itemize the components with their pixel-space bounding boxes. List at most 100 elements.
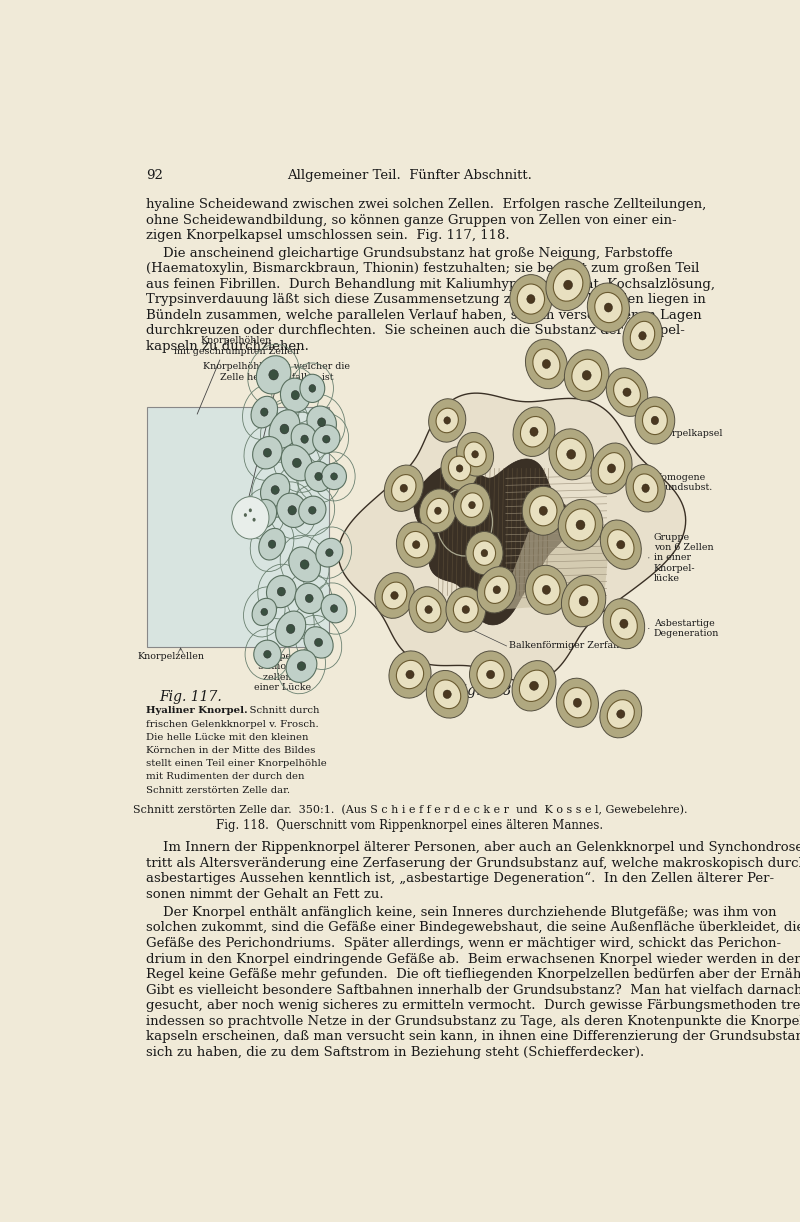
Text: indessen so prachtvolle Netze in der Grundsubstanz zu Tage, als deren Knotenpunk: indessen so prachtvolle Netze in der Gru… xyxy=(146,1014,800,1028)
Text: Allgemeiner Teil.  Fünfter Abschnitt.: Allgemeiner Teil. Fünfter Abschnitt. xyxy=(287,169,533,182)
Ellipse shape xyxy=(527,295,535,303)
Ellipse shape xyxy=(485,577,509,604)
Text: Schnitt durch: Schnitt durch xyxy=(242,706,319,716)
Text: Bündeln zusammen, welche parallelen Verlauf haben, sich in verschiedenen Lagen: Bündeln zusammen, welche parallelen Verl… xyxy=(146,309,702,321)
Text: Fig. 118.  Querschnitt vom Rippenknorpel eines älteren Mannes.: Fig. 118. Querschnitt vom Rippenknorpel … xyxy=(217,819,603,832)
Ellipse shape xyxy=(604,303,613,312)
Text: Knorpelkapsel: Knorpelkapsel xyxy=(654,429,723,439)
Text: stellt einen Teil einer Knorpelhöhle: stellt einen Teil einer Knorpelhöhle xyxy=(146,759,327,769)
Ellipse shape xyxy=(469,501,475,508)
Ellipse shape xyxy=(554,269,583,301)
Ellipse shape xyxy=(530,428,538,436)
Ellipse shape xyxy=(298,496,326,524)
Ellipse shape xyxy=(635,397,674,444)
Ellipse shape xyxy=(521,417,547,447)
Text: ohne Scheidewandbildung, so können ganze Gruppen von Zellen von einer ein-: ohne Scheidewandbildung, so können ganze… xyxy=(146,214,677,227)
Text: Hyaliner Knorpel.: Hyaliner Knorpel. xyxy=(146,706,248,716)
Ellipse shape xyxy=(582,370,591,380)
Ellipse shape xyxy=(254,640,281,668)
Ellipse shape xyxy=(558,500,602,550)
Ellipse shape xyxy=(282,445,313,481)
Text: drium in den Knorpel eindringende Gefäße ab.  Beim erwachsenen Knorpel wieder we: drium in den Knorpel eindringende Gefäße… xyxy=(146,952,800,965)
Ellipse shape xyxy=(519,670,549,701)
Ellipse shape xyxy=(318,418,326,426)
Ellipse shape xyxy=(512,661,556,711)
Ellipse shape xyxy=(630,321,654,351)
Ellipse shape xyxy=(406,671,414,678)
Text: Schnitt zerstörten Zelle dar.: Schnitt zerstörten Zelle dar. xyxy=(146,786,290,794)
Ellipse shape xyxy=(546,259,590,310)
Text: Fig. 118.: Fig. 118. xyxy=(454,684,516,698)
Ellipse shape xyxy=(419,489,456,533)
Ellipse shape xyxy=(466,532,503,574)
Text: asbestartiges Aussehen kenntlich ist, „asbestartige Degeneration“.  In den Zelle: asbestartiges Aussehen kenntlich ist, „a… xyxy=(146,873,774,885)
Text: Der Knorpel enthält anfänglich keine, sein Inneres durchziehende Blutgefäße; was: Der Knorpel enthält anfänglich keine, se… xyxy=(146,906,777,919)
Ellipse shape xyxy=(269,369,278,380)
Ellipse shape xyxy=(481,550,488,557)
Ellipse shape xyxy=(390,591,398,600)
Text: Im Innern der Rippenknorpel älterer Personen, aber auch an Gelenkknorpel und Syn: Im Innern der Rippenknorpel älterer Pers… xyxy=(146,841,800,854)
Ellipse shape xyxy=(542,359,550,369)
Ellipse shape xyxy=(603,599,645,649)
Ellipse shape xyxy=(610,609,638,639)
Ellipse shape xyxy=(626,464,666,512)
Ellipse shape xyxy=(429,398,466,442)
Polygon shape xyxy=(338,393,686,682)
Ellipse shape xyxy=(291,391,299,400)
Text: tritt als Altersveränderung eine Zerfaserung der Grundsubstanz auf, welche makro: tritt als Altersveränderung eine Zerfase… xyxy=(146,857,800,870)
Text: Knorpelhöhle, aus welcher die
Zelle herausgefallen ist: Knorpelhöhle, aus welcher die Zelle hera… xyxy=(203,363,350,381)
Text: Gefäße des Perichondriums.  Später allerdings, wenn er mächtiger wird, schickt d: Gefäße des Perichondriums. Später allerd… xyxy=(146,937,782,949)
Ellipse shape xyxy=(252,500,277,528)
Ellipse shape xyxy=(486,671,494,678)
Ellipse shape xyxy=(295,583,323,613)
Ellipse shape xyxy=(518,284,545,314)
Ellipse shape xyxy=(606,368,648,417)
Ellipse shape xyxy=(461,492,483,517)
Ellipse shape xyxy=(261,473,290,506)
Ellipse shape xyxy=(330,605,338,612)
Ellipse shape xyxy=(313,425,340,453)
Text: gesucht, aber noch wenig sicheres zu ermitteln vermocht.  Durch gewisse Färbungs: gesucht, aber noch wenig sicheres zu erm… xyxy=(146,1000,800,1012)
Ellipse shape xyxy=(374,573,414,618)
Ellipse shape xyxy=(277,494,307,528)
Ellipse shape xyxy=(607,464,615,473)
Ellipse shape xyxy=(576,521,585,529)
Ellipse shape xyxy=(309,506,316,514)
Ellipse shape xyxy=(569,585,598,617)
Text: durchkreuzen oder durchflechten.  Sie scheinen auch die Substanz der Knorpel-: durchkreuzen oder durchflechten. Sie sch… xyxy=(146,325,686,337)
Ellipse shape xyxy=(638,331,646,340)
Ellipse shape xyxy=(642,484,650,492)
Ellipse shape xyxy=(268,540,276,549)
Ellipse shape xyxy=(427,499,449,523)
Ellipse shape xyxy=(300,374,325,402)
Ellipse shape xyxy=(396,522,436,567)
Text: Balkenförmiger Zerfall: Balkenförmiger Zerfall xyxy=(510,640,619,650)
Text: zigen Knorpelkapsel umschlossen sein.  Fig. 117, 118.: zigen Knorpelkapsel umschlossen sein. Fi… xyxy=(146,230,510,242)
Ellipse shape xyxy=(252,599,277,626)
Text: Homogene
Grundsubst.: Homogene Grundsubst. xyxy=(654,473,713,492)
Ellipse shape xyxy=(404,532,429,558)
Ellipse shape xyxy=(266,576,296,607)
Ellipse shape xyxy=(291,424,318,455)
Ellipse shape xyxy=(620,620,628,628)
Ellipse shape xyxy=(253,518,256,522)
Text: sich zu haben, die zu dem Saftstrom in Beziehung steht (Schiefferdecker).: sich zu haben, die zu dem Saftstrom in B… xyxy=(146,1046,645,1058)
Ellipse shape xyxy=(322,463,346,490)
Ellipse shape xyxy=(549,429,594,480)
Ellipse shape xyxy=(321,594,347,623)
Ellipse shape xyxy=(587,284,630,332)
Ellipse shape xyxy=(263,448,271,457)
Ellipse shape xyxy=(436,408,458,433)
Ellipse shape xyxy=(298,662,306,671)
Ellipse shape xyxy=(522,486,564,535)
Ellipse shape xyxy=(382,582,407,609)
Ellipse shape xyxy=(293,458,302,468)
Ellipse shape xyxy=(289,547,321,582)
Text: (Haematoxylin, Bismarckbraun, Thionin) festzuhalten; sie besteht zum großen Teil: (Haematoxylin, Bismarckbraun, Thionin) f… xyxy=(146,263,700,275)
Text: Gruppe
von 6 Zellen
in einer
Knorpel-
lücke: Gruppe von 6 Zellen in einer Knorpel- lü… xyxy=(654,533,714,583)
Ellipse shape xyxy=(565,349,609,401)
Ellipse shape xyxy=(478,567,516,613)
Ellipse shape xyxy=(556,678,598,727)
Ellipse shape xyxy=(457,433,494,477)
Ellipse shape xyxy=(326,549,333,556)
